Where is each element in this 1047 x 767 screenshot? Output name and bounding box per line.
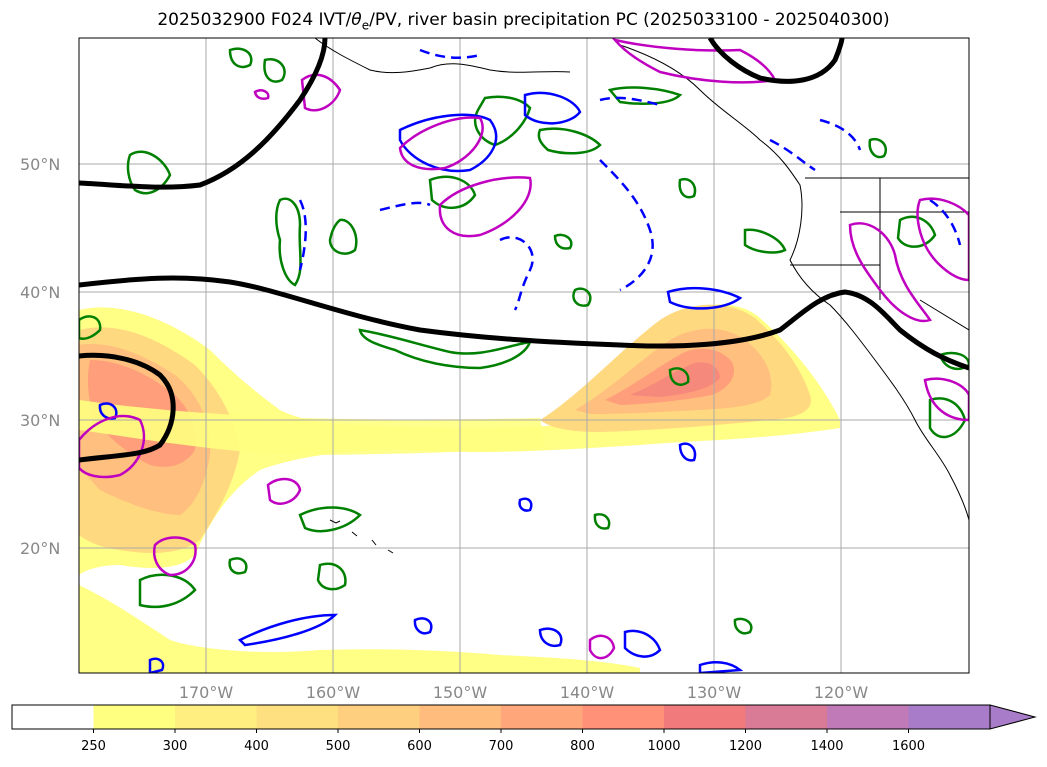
pv-magenta-contours (79, 38, 969, 660)
lat-label-20n: 20°N (20, 539, 60, 558)
colorbar-tick-label: 600 (407, 739, 432, 754)
lon-label-150w: 150°W (433, 683, 488, 702)
colorbar-segment (827, 705, 909, 729)
colorbar-tick-label: 1200 (729, 739, 762, 754)
thick-black-contours (79, 38, 969, 463)
colorbar-segment (175, 705, 257, 729)
colorbar-segment (908, 705, 991, 729)
colorbar-segment (12, 705, 94, 729)
colorbar-tick-label: 300 (163, 739, 188, 754)
colorbar-extend-arrow (989, 704, 1037, 730)
lat-label-50n: 50°N (20, 155, 60, 174)
colorbar-tick-label: 400 (244, 739, 269, 754)
colorbar: 250 300 400 500 600 700 800 1000 1200 1400 1600 (11, 704, 1037, 754)
colorbar-segment (582, 705, 665, 729)
lon-label-130w: 130°W (687, 683, 742, 702)
colorbar-segment (501, 705, 583, 729)
lon-label-120w: 120°W (814, 683, 869, 702)
lon-label-170w: 170°W (179, 683, 234, 702)
colorbar-segment (664, 705, 746, 729)
lat-label-30n: 30°N (20, 411, 60, 430)
colorbar-tick-label: 800 (570, 739, 595, 754)
colorbar-segment (256, 705, 339, 729)
colorbar-segment (745, 705, 828, 729)
map-frame (78, 37, 970, 674)
colorbar-segment (93, 705, 176, 729)
theta-e-contours (79, 47, 969, 635)
colorbar-tick-label: 250 (81, 739, 106, 754)
colorbar-tick-label: 1600 (892, 739, 925, 754)
colorbar-tick-label: 1400 (810, 739, 843, 754)
colorbar-tick-label: 1000 (647, 739, 680, 754)
lon-label-140w: 140°W (560, 683, 615, 702)
map-panel (79, 38, 969, 673)
colorbar-segment (338, 705, 420, 729)
colorbar-tick-label: 500 (326, 739, 351, 754)
colorbar-segment (419, 705, 502, 729)
graticule (79, 38, 969, 673)
map-title: 2025032900 F024 IVT/θe/PV, river basin p… (157, 10, 890, 33)
colorbar-tick-label: 700 (489, 739, 514, 754)
lon-label-160w: 160°W (306, 683, 361, 702)
lat-label-40n: 40°N (20, 283, 60, 302)
